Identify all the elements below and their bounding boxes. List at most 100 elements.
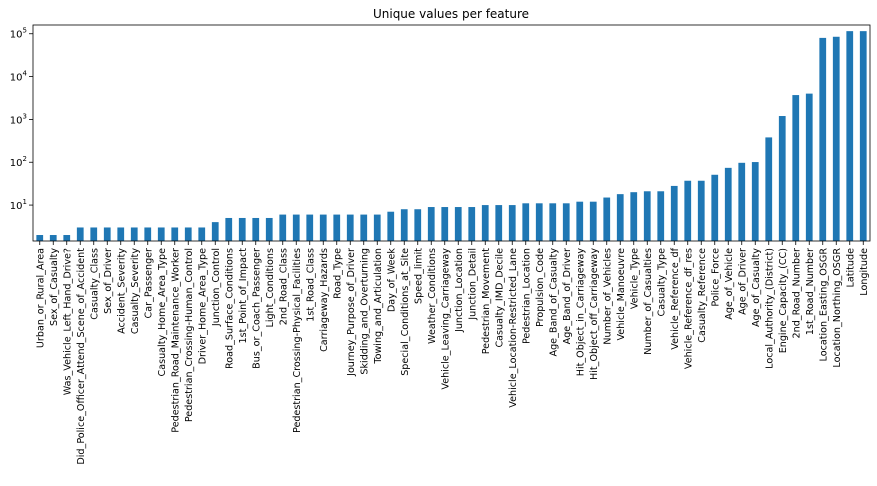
x-tick-label: Casualty_Severity <box>130 248 141 334</box>
x-tick-label: Weather_Conditions <box>427 248 438 344</box>
bar <box>333 214 341 241</box>
x-tick-label: Sex_of_Casualty <box>49 248 60 326</box>
x-tick-label: Longitude <box>859 248 870 296</box>
bar <box>117 227 125 241</box>
bar <box>765 137 773 241</box>
x-tick-label: Pedestrian_Location <box>521 248 532 344</box>
x-tick-label: Engine_Capacity_(CC) <box>778 248 789 353</box>
x-tick-label: Vehicle_Location-Restricted_Lane <box>508 248 519 408</box>
bar <box>576 201 584 241</box>
bar <box>319 214 327 241</box>
x-tick-label: Location_Northing_OSGR <box>832 248 843 368</box>
x-tick-label: 2nd_Road_Class <box>278 248 289 325</box>
x-axis-labels: Urban_or_Rural_Area Sex_of_Casualty Was_Ve… <box>35 241 870 465</box>
x-tick-label: Vehicle_Leaving_Carriageway <box>440 248 451 390</box>
bar <box>103 227 111 241</box>
bar <box>427 207 435 241</box>
bar <box>846 31 854 241</box>
x-tick-label: Casualty_IMD_Decile <box>494 248 505 348</box>
x-tick-label: Carriageway_Hazards <box>319 248 330 352</box>
x-tick-label: Latitude <box>845 248 856 288</box>
bar <box>36 235 44 241</box>
bar <box>144 227 152 241</box>
bar <box>252 217 260 241</box>
bar <box>684 180 692 241</box>
bar <box>171 227 179 241</box>
bar <box>697 180 705 241</box>
bar <box>522 203 530 241</box>
x-tick-label: Accident_Severity <box>116 248 127 334</box>
x-tick-label: Did_Police_Officer_Attend_Scene_of_Accid… <box>76 248 87 465</box>
plot-frame <box>32 24 871 242</box>
x-tick-label: Hit_Object_off_Carriageway <box>589 248 600 380</box>
x-tick-label: Bus_or_Coach_Passenger <box>251 248 262 369</box>
x-tick-label: Age_of_Driver <box>737 248 748 315</box>
bar <box>360 214 368 241</box>
x-tick-label: Age_of_Casualty <box>751 248 762 327</box>
x-tick-label: Casualty_Home_Area_Type <box>157 248 168 377</box>
bar <box>400 209 408 241</box>
bar <box>859 31 867 241</box>
bar <box>643 191 651 241</box>
x-tick-label: Journey_Purpose_of_Driver <box>346 248 357 377</box>
bar <box>414 209 422 241</box>
x-tick-label: Light_Conditions <box>265 248 276 328</box>
x-tick-label: Towing_and_Articulation <box>373 248 384 365</box>
x-tick-label: 2nd_Road_Number <box>791 248 802 339</box>
x-tick-label: Propulsion_Code <box>535 248 546 327</box>
x-tick-label: Vehicle_Reference_df <box>670 247 681 349</box>
x-tick-label: Age_Band_of_Driver <box>562 248 573 344</box>
bar <box>481 205 489 241</box>
bar <box>657 191 665 241</box>
x-tick-label: Junction_Detail <box>467 248 478 321</box>
bar <box>738 162 746 241</box>
bar <box>805 93 813 241</box>
x-tick-label: Driver_Home_Area_Type <box>197 248 208 364</box>
bar <box>711 174 719 241</box>
bar <box>751 162 759 241</box>
x-tick-label: 1st_Road_Number <box>805 248 816 335</box>
bar <box>495 205 503 241</box>
y-tick-label: 103 <box>10 112 27 126</box>
x-tick-label: Pedestrian_Movement <box>481 248 492 355</box>
bar <box>49 235 57 241</box>
bar <box>130 227 138 241</box>
x-tick-label: Urban_or_Rural_Area <box>35 248 46 348</box>
x-tick-label: Speed_limit <box>413 248 424 304</box>
bar <box>184 227 192 241</box>
bar <box>724 167 732 241</box>
x-tick-label: Vehicle_Type <box>629 248 640 309</box>
y-tick-label: 101 <box>10 198 27 212</box>
bars-layer <box>36 31 867 242</box>
x-tick-label: Car_Passenger <box>143 248 154 319</box>
x-tick-label: Junction_Location <box>454 248 465 333</box>
x-tick-label: Special_Conditions_at_Site <box>400 248 411 376</box>
x-tick-label: Age_of_Vehicle <box>724 248 735 320</box>
x-tick-label: Pedestrian_Road_Maintenance_Worker <box>170 248 181 433</box>
x-tick-label: Number_of_Casualties <box>643 248 654 355</box>
x-tick-label: Number_of_Vehicles <box>602 248 613 345</box>
bar <box>198 227 206 241</box>
x-tick-label: Age_Band_of_Casualty <box>548 248 559 357</box>
bar <box>508 205 516 241</box>
x-tick-label: Was_Vehicle_Left_Hand_Drive? <box>62 248 73 395</box>
x-tick-label: Casualty_Class <box>89 248 100 320</box>
bar <box>90 227 98 241</box>
bar <box>211 222 219 241</box>
bar <box>265 217 273 241</box>
bar <box>535 203 543 241</box>
x-tick-label: Road_Type <box>332 248 343 299</box>
bar <box>819 37 827 242</box>
chart-title: Unique values per feature <box>373 7 529 21</box>
bar <box>630 192 638 241</box>
bar <box>63 235 71 241</box>
x-tick-label: Road_Surface_Conditions <box>224 248 235 369</box>
bar <box>279 214 287 241</box>
x-tick-label: Casualty_Reference <box>697 248 708 343</box>
bar <box>441 207 449 241</box>
bar <box>549 203 557 241</box>
x-tick-label: 1st_Road_Class <box>305 248 316 322</box>
x-tick-label: Hit_Object_in_Carriageway <box>575 248 586 377</box>
